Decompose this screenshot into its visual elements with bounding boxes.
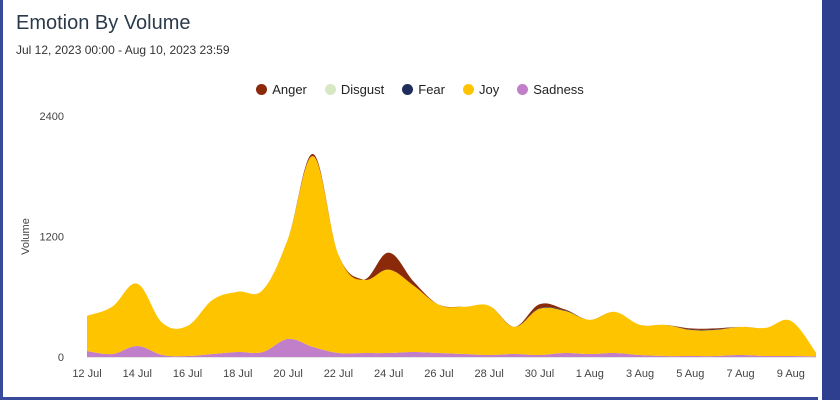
x-tick-label: 7 Aug [727,368,755,380]
x-tick-label: 24 Jul [374,368,403,380]
right-panel-gap [818,0,822,400]
x-tick-label: 30 Jul [525,368,554,380]
legend-label: Joy [478,82,500,97]
y-tick-label: 0 [58,352,64,364]
legend-swatch-sadness [517,84,529,95]
legend-item-joy[interactable]: Joy [462,82,500,97]
legend-item-disgust[interactable]: Disgust [324,82,385,97]
x-tick-label: 20 Jul [273,368,302,380]
x-tick-label: 1 Aug [576,368,604,380]
area-series-joy[interactable] [87,156,816,357]
legend-label: Fear [418,82,445,97]
legend-swatch-anger [256,84,268,95]
x-tick-label: 22 Jul [324,368,353,380]
date-range: Jul 12, 2023 00:00 - Aug 10, 2023 23:59 [16,43,230,57]
legend-label: Disgust [340,82,385,97]
legend-swatch-disgust [324,84,336,95]
legend-item-sadness[interactable]: Sadness [517,82,584,97]
legend-label: Sadness [533,82,584,97]
chart-legend: Anger Disgust Fear Joy Sadness [0,82,840,97]
y-tick-label: 2400 [40,111,64,123]
x-tick-label: 9 Aug [777,368,805,380]
x-tick-label: 16 Jul [173,368,202,380]
x-tick-label: 14 Jul [123,368,152,380]
legend-swatch-joy [462,84,474,95]
area-series-sadness[interactable] [87,338,816,357]
x-tick-label: 5 Aug [676,368,704,380]
x-tick-label: 28 Jul [475,368,504,380]
x-tick-label: 18 Jul [223,368,252,380]
y-axis-label: Volume [20,218,32,255]
legend-label: Anger [272,82,307,97]
legend-item-anger[interactable]: Anger [256,82,307,97]
y-tick-label: 1200 [40,232,64,244]
chart-title: Emotion By Volume [16,12,191,34]
x-tick-label: 3 Aug [626,368,654,380]
right-panel-edge [818,0,840,400]
legend-swatch-fear [402,84,414,95]
legend-item-fear[interactable]: Fear [402,82,445,97]
x-tick-label: 12 Jul [72,368,101,380]
x-tick-label: 26 Jul [424,368,453,380]
